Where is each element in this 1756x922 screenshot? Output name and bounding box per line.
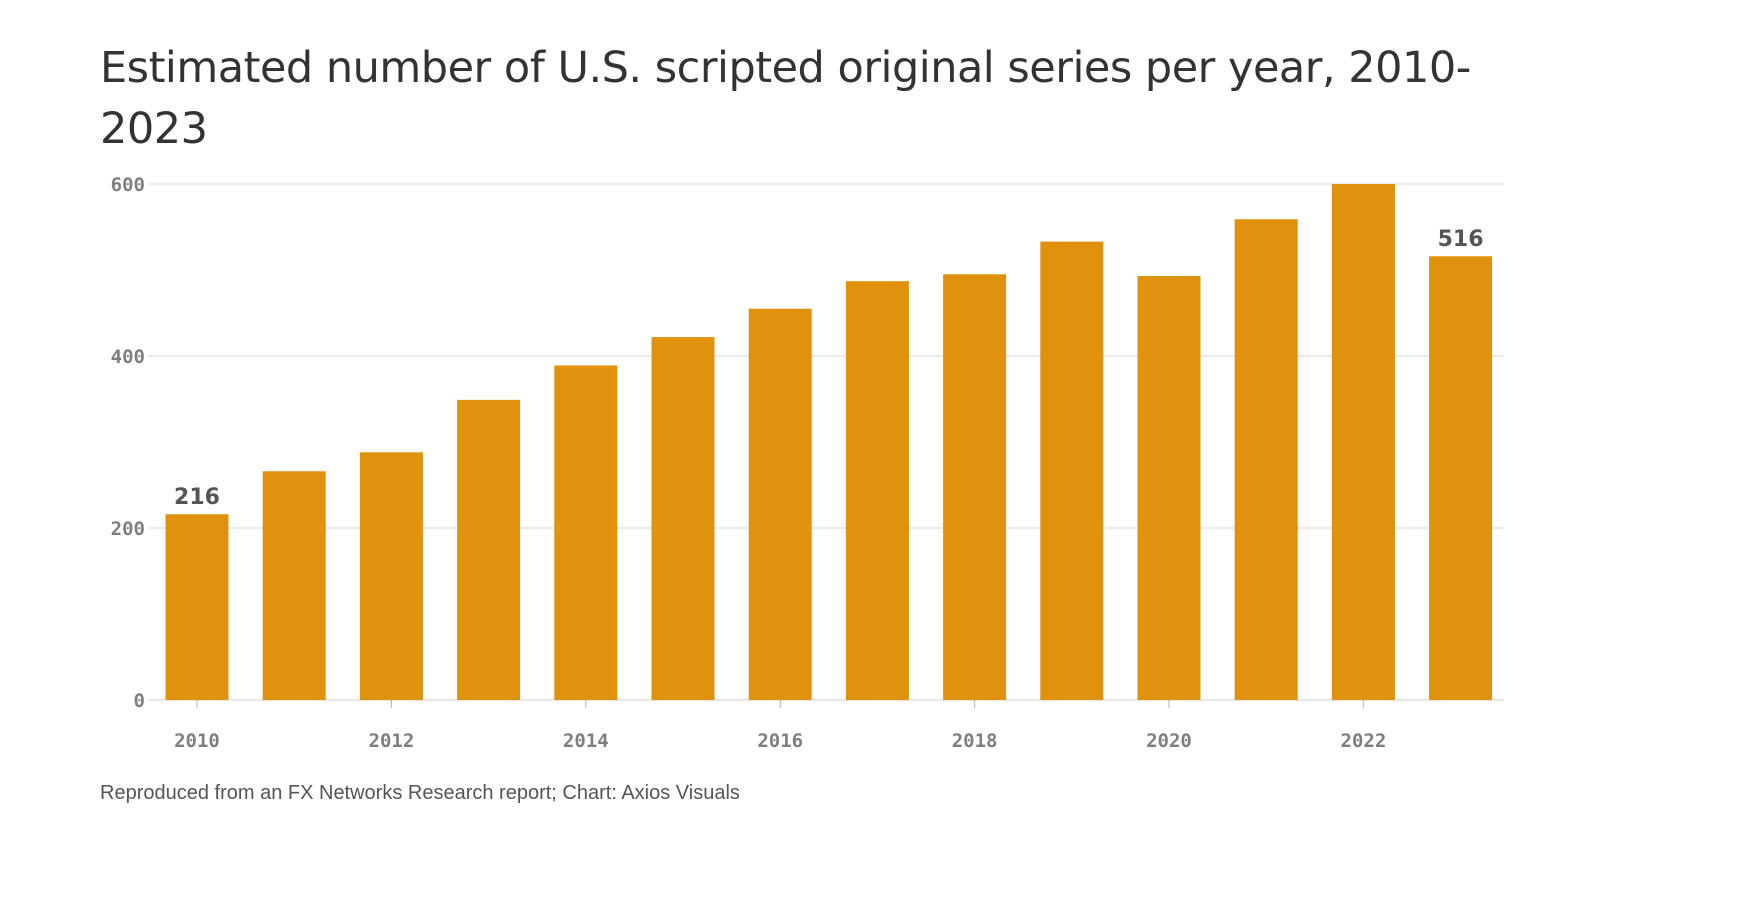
bar-2014 (554, 365, 618, 700)
data-label-2010: 216 (174, 485, 220, 510)
bar-2012 (359, 452, 423, 700)
source-note: Reproduced from an FX Networks Research … (100, 782, 740, 804)
bar-2015 (651, 337, 715, 700)
bar-2017 (845, 281, 909, 700)
bar-2016 (748, 308, 812, 700)
bar-2021 (1234, 219, 1298, 700)
y-tick-label: 600 (111, 174, 145, 196)
x-tick-label: 2016 (757, 730, 803, 752)
data-labels: 216 516 (174, 227, 1484, 510)
bar-2019 (1040, 241, 1104, 700)
bar-2023 (1429, 256, 1493, 700)
y-tick-label: 0 (134, 690, 145, 712)
bars (165, 184, 1493, 700)
bar-2013 (457, 399, 521, 700)
bar-2018 (943, 274, 1007, 700)
y-axis-tick-labels: 0 200 400 600 (111, 174, 145, 712)
bar-2010 (165, 514, 229, 700)
data-label-2023: 516 (1438, 227, 1484, 252)
x-tick-label: 2020 (1146, 730, 1192, 752)
x-tick-label: 2018 (952, 730, 998, 752)
chart-title: Estimated number of U.S. scripted origin… (100, 43, 1471, 154)
y-tick-label: 400 (111, 346, 145, 368)
x-axis-tick-labels: 2010 2012 2014 2016 2018 2020 2022 (174, 700, 1386, 752)
x-tick-label: 2022 (1341, 730, 1387, 752)
y-gridlines (148, 183, 1504, 701)
bar-2011 (262, 471, 326, 700)
x-tick-label: 2012 (369, 730, 415, 752)
x-tick-label: 2010 (174, 730, 220, 752)
bar-2020 (1137, 276, 1201, 700)
x-tick-label: 2014 (563, 730, 609, 752)
y-tick-label: 200 (111, 518, 145, 540)
bar-2022 (1331, 184, 1395, 700)
